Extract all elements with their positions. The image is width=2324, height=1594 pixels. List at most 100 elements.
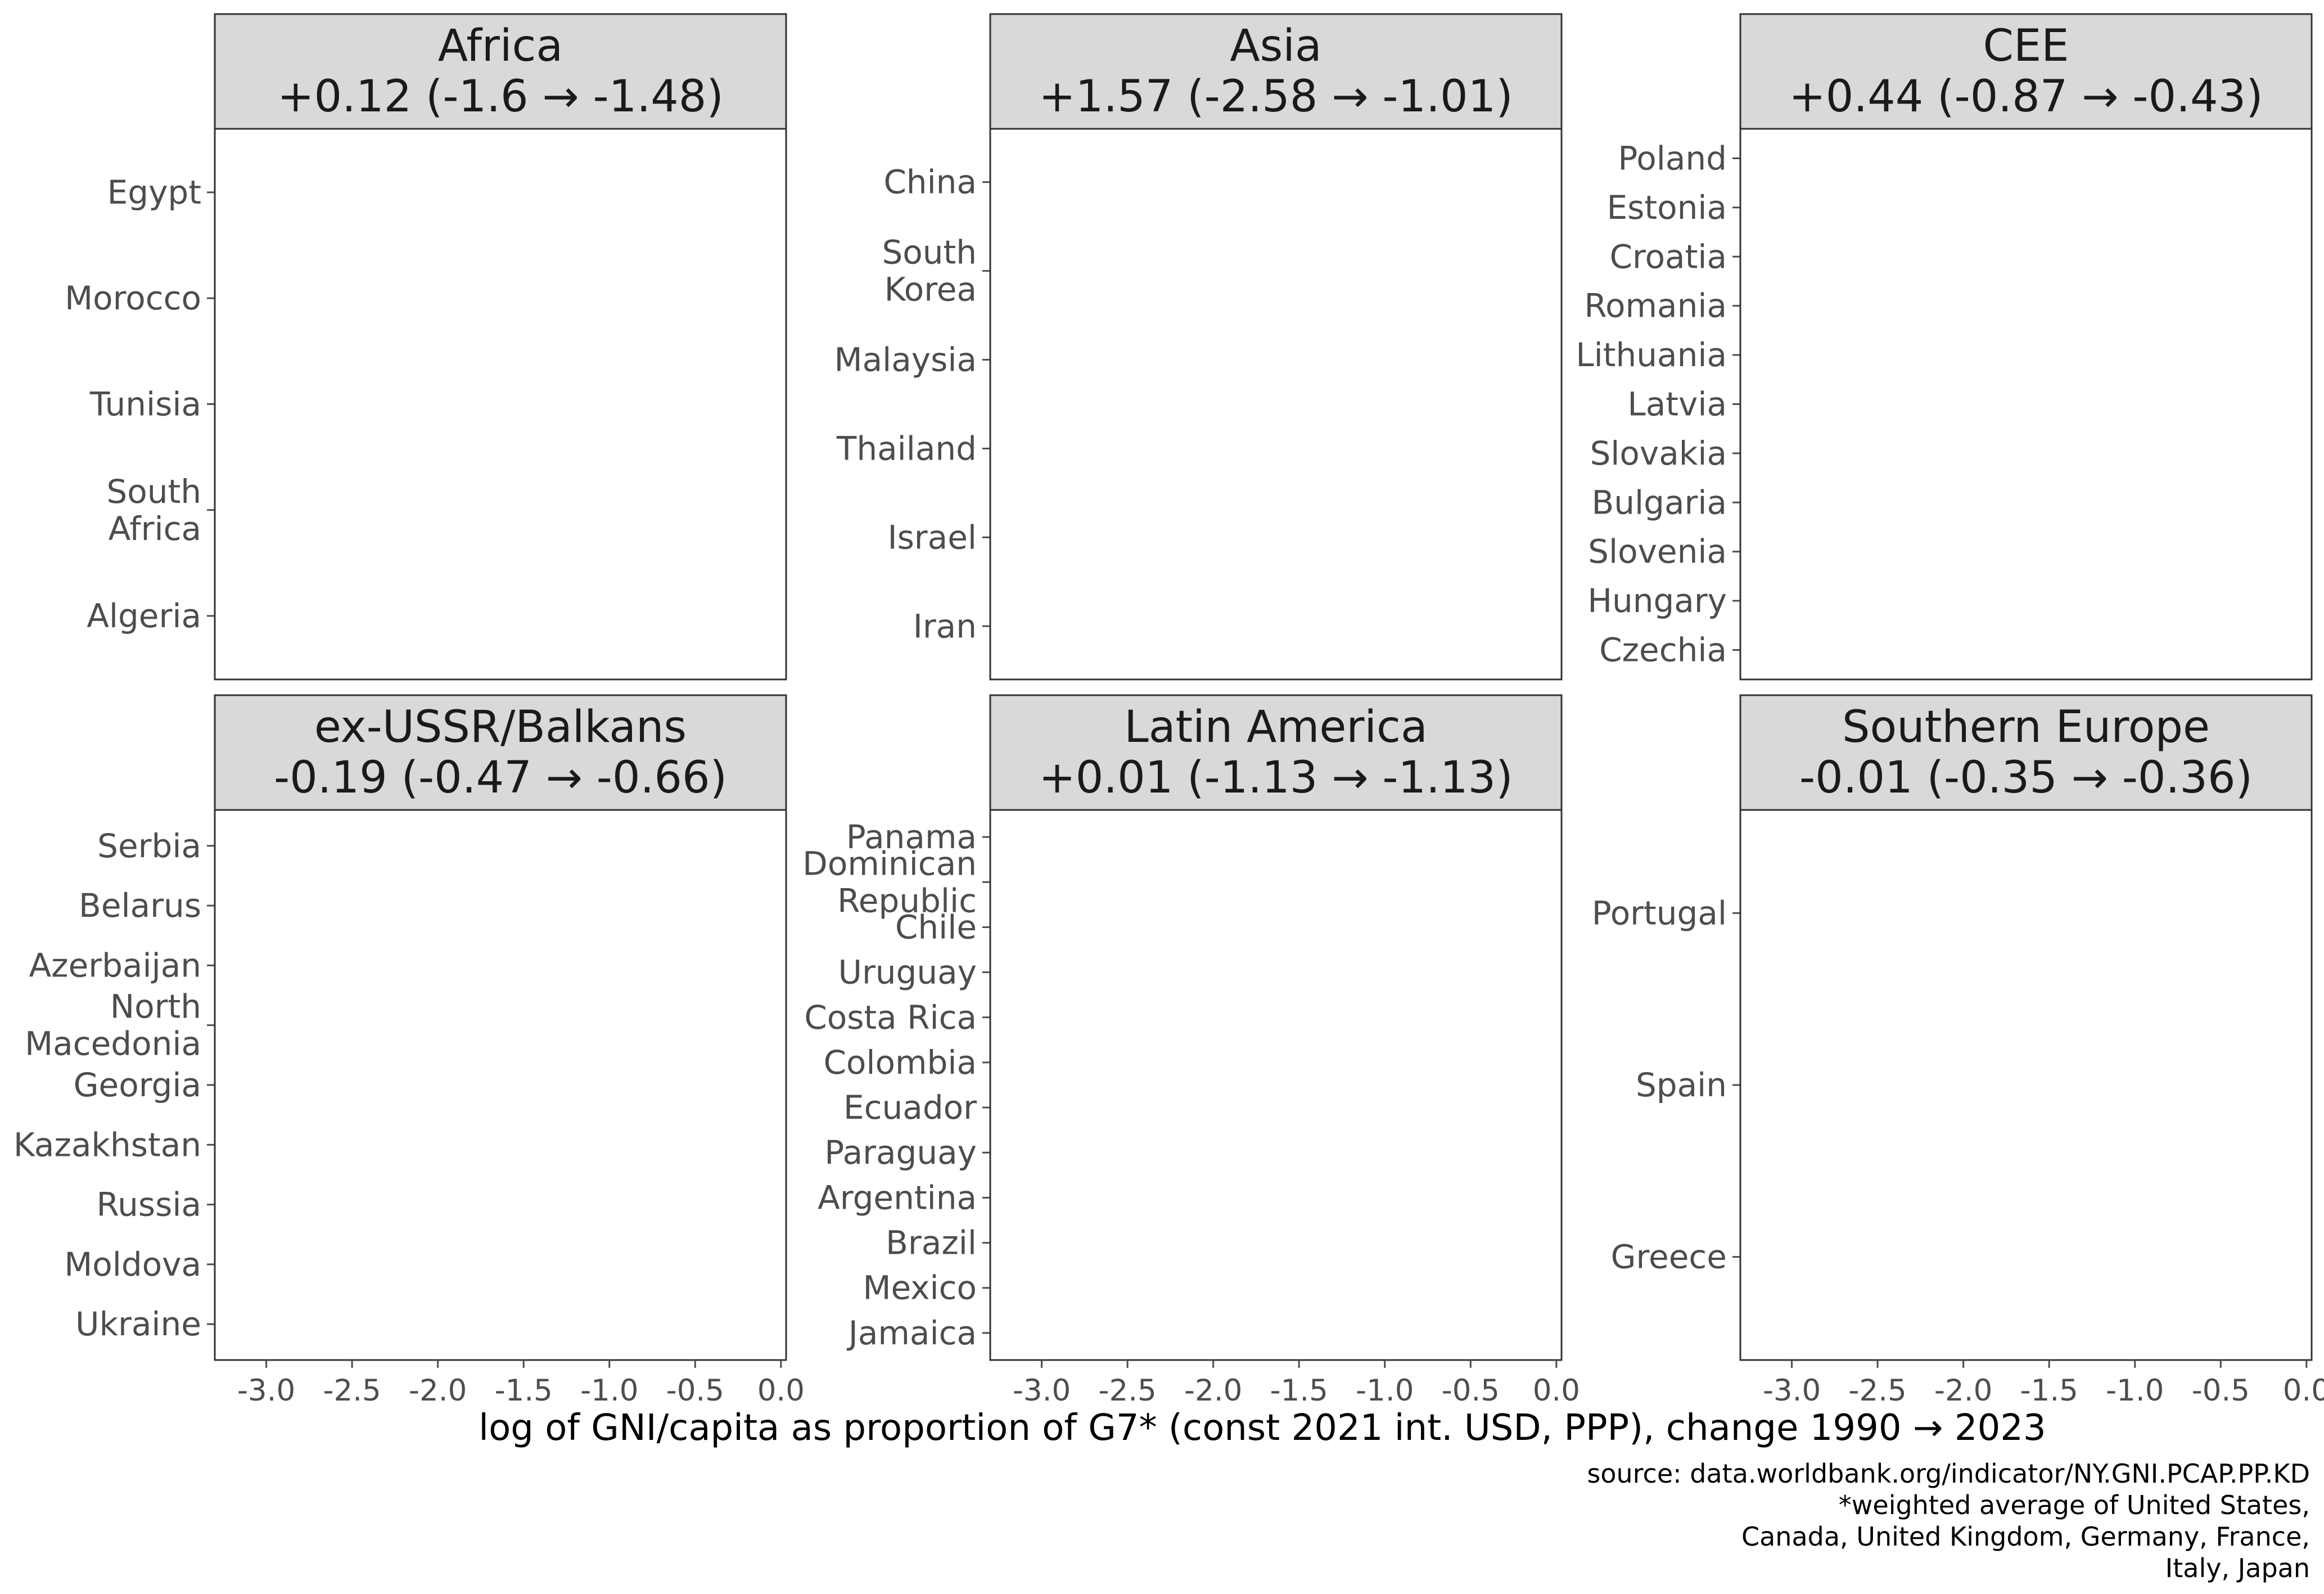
country-label-line: Moldova	[64, 1245, 201, 1284]
country-label-poland: Poland	[1618, 139, 1727, 177]
country-label-line: Dominican	[802, 844, 977, 882]
country-label-iran: Iran	[913, 607, 977, 645]
country-label-line: Spain	[1636, 1066, 1727, 1104]
country-label-belarus: Belarus	[79, 886, 201, 925]
country-label-line: Egypt	[107, 173, 201, 211]
country-label-line: Iran	[913, 607, 977, 645]
country-label-tunisia: Tunisia	[89, 385, 201, 424]
country-label-line: Tunisia	[89, 385, 201, 424]
country-label-line: Bulgaria	[1591, 483, 1727, 521]
country-label-line: Belarus	[79, 886, 201, 925]
country-label-line: Serbia	[97, 827, 201, 865]
country-label-line: Paraguay	[824, 1133, 977, 1172]
country-label-greece: Greece	[1611, 1238, 1727, 1276]
x-axis-title: log of GNI/capita as proportion of G7* (…	[479, 1407, 2046, 1449]
x-tick-label: -1.0	[1356, 1374, 1414, 1408]
caption-line-4: Italy, Japan	[2165, 1553, 2310, 1583]
country-label-north-macedonia: North Macedonia	[25, 988, 201, 1063]
country-label-chile: Chile	[895, 908, 977, 946]
country-label-brazil: Brazil	[886, 1224, 977, 1262]
country-label-morocco: Morocco	[65, 279, 201, 317]
country-label-line: Slovenia	[1588, 533, 1727, 571]
x-tick-label: -1.5	[2020, 1374, 2078, 1408]
country-label-line: Korea	[885, 271, 977, 309]
country-label-panama: Panama	[846, 818, 977, 856]
country-label-line: China	[883, 163, 977, 201]
panel-summary-latin-america: +0.01 (-1.13 → -1.13)	[1039, 753, 1513, 803]
x-tick-label: -0.5	[2192, 1374, 2250, 1408]
country-label-line: Romania	[1584, 287, 1727, 325]
country-label-slovakia: Slovakia	[1590, 434, 1727, 472]
x-tick-label: -1.5	[494, 1374, 552, 1408]
country-label-line: Israel	[887, 518, 977, 556]
x-tick-label: -2.5	[1848, 1374, 1906, 1408]
x-tick-label: 0.0	[757, 1374, 805, 1408]
caption-line-1: source: data.worldbank.org/indicator/NY.…	[1587, 1458, 2310, 1489]
country-label-china: China	[883, 163, 977, 201]
x-tick-label: -1.0	[580, 1374, 638, 1408]
country-label-lithuania: Lithuania	[1576, 336, 1727, 374]
panel-border-africa	[214, 128, 787, 681]
panel-strip-cee	[1739, 13, 2313, 130]
country-label-azerbaijan: Azerbaijan	[29, 946, 201, 984]
country-label-line: Poland	[1618, 139, 1727, 177]
panel-asia: Asia+1.57 (-2.58 → -1.01)2.17China0.71So…	[834, 13, 1563, 681]
country-label-slovenia: Slovenia	[1588, 533, 1727, 571]
country-label-romania: Romania	[1584, 287, 1727, 325]
panel-summary-asia: +1.57 (-2.58 → -1.01)	[1039, 71, 1513, 122]
x-tick-label: -2.5	[1098, 1374, 1156, 1408]
panel-title-asia: Asia	[1230, 21, 1321, 71]
country-label-line: Panama	[846, 818, 977, 856]
caption-group: source: data.worldbank.org/indicator/NY.…	[1587, 1458, 2310, 1583]
country-label-line: Thailand	[836, 429, 977, 467]
panel-strip-southern-europe	[1739, 694, 2313, 811]
country-label-uruguay: Uruguay	[838, 953, 977, 992]
panel-title-latin-america: Latin America	[1124, 702, 1428, 753]
country-label-bulgaria: Bulgaria	[1591, 483, 1727, 521]
caption-line-2: *weighted average of United States,	[1839, 1490, 2310, 1520]
country-label-croatia: Croatia	[1610, 237, 1727, 276]
country-label-line: Argentina	[818, 1178, 977, 1217]
panel-summary-ex-ussr-balkans: -0.19 (-0.47 → -0.66)	[274, 753, 727, 803]
country-label-paraguay: Paraguay	[824, 1133, 977, 1172]
panel-ex-ussr-balkans: ex-USSR/Balkans-0.19 (-0.47 → -0.66)0.6S…	[13, 694, 805, 1408]
panel-title-cee: CEE	[1983, 21, 2069, 71]
panel-summary-africa: +0.12 (-1.6 → -1.48)	[277, 71, 724, 122]
panels-group: Africa+0.12 (-1.6 → -1.48)0.29Egypt0.29M…	[13, 13, 2324, 1408]
country-label-colombia: Colombia	[823, 1043, 977, 1082]
country-label-ecuador: Ecuador	[843, 1088, 977, 1127]
country-label-costa-rica: Costa Rica	[804, 998, 977, 1037]
country-label-israel: Israel	[887, 518, 977, 556]
panel-border-southern-europe	[1739, 809, 2313, 1361]
panel-latin-america: Latin America+0.01 (-1.13 → -1.13)0.78Pa…	[802, 694, 1580, 1408]
country-label-hungary: Hungary	[1587, 582, 1727, 620]
panel-summary-cee: +0.44 (-0.87 → -0.43)	[1789, 71, 2263, 122]
country-label-line: Ecuador	[843, 1088, 977, 1127]
country-label-line: Portugal	[1592, 894, 1727, 932]
country-label-line: Republic	[837, 881, 977, 920]
country-label-line: Mexico	[863, 1269, 977, 1307]
panel-title-africa: Africa	[438, 21, 563, 71]
country-label-moldova: Moldova	[64, 1245, 201, 1284]
panel-strip-latin-america	[989, 694, 1563, 811]
country-label-line: Hungary	[1587, 582, 1727, 620]
country-label-line: Slovakia	[1590, 434, 1727, 472]
country-label-line: Uruguay	[838, 953, 977, 992]
x-tick-label: -2.0	[1184, 1374, 1242, 1408]
panel-title-ex-ussr-balkans: ex-USSR/Balkans	[314, 702, 687, 753]
x-tick-label: -1.0	[2106, 1374, 2164, 1408]
country-label-line: Costa Rica	[804, 998, 977, 1037]
x-tick-label: -2.5	[323, 1374, 381, 1408]
panel-border-ex-ussr-balkans	[214, 809, 787, 1361]
country-label-estonia: Estonia	[1607, 188, 1727, 227]
country-label-line: Croatia	[1610, 237, 1727, 276]
country-label-spain: Spain	[1636, 1066, 1727, 1104]
country-label-latvia: Latvia	[1627, 385, 1727, 424]
country-label-line: Russia	[96, 1186, 201, 1224]
country-label-jamaica: Jamaica	[847, 1314, 977, 1352]
country-label-portugal: Portugal	[1592, 894, 1727, 932]
country-label-line: South	[106, 472, 201, 511]
panel-africa: Africa+0.12 (-1.6 → -1.48)0.29Egypt0.29M…	[65, 13, 787, 681]
country-label-line: Brazil	[886, 1224, 977, 1262]
